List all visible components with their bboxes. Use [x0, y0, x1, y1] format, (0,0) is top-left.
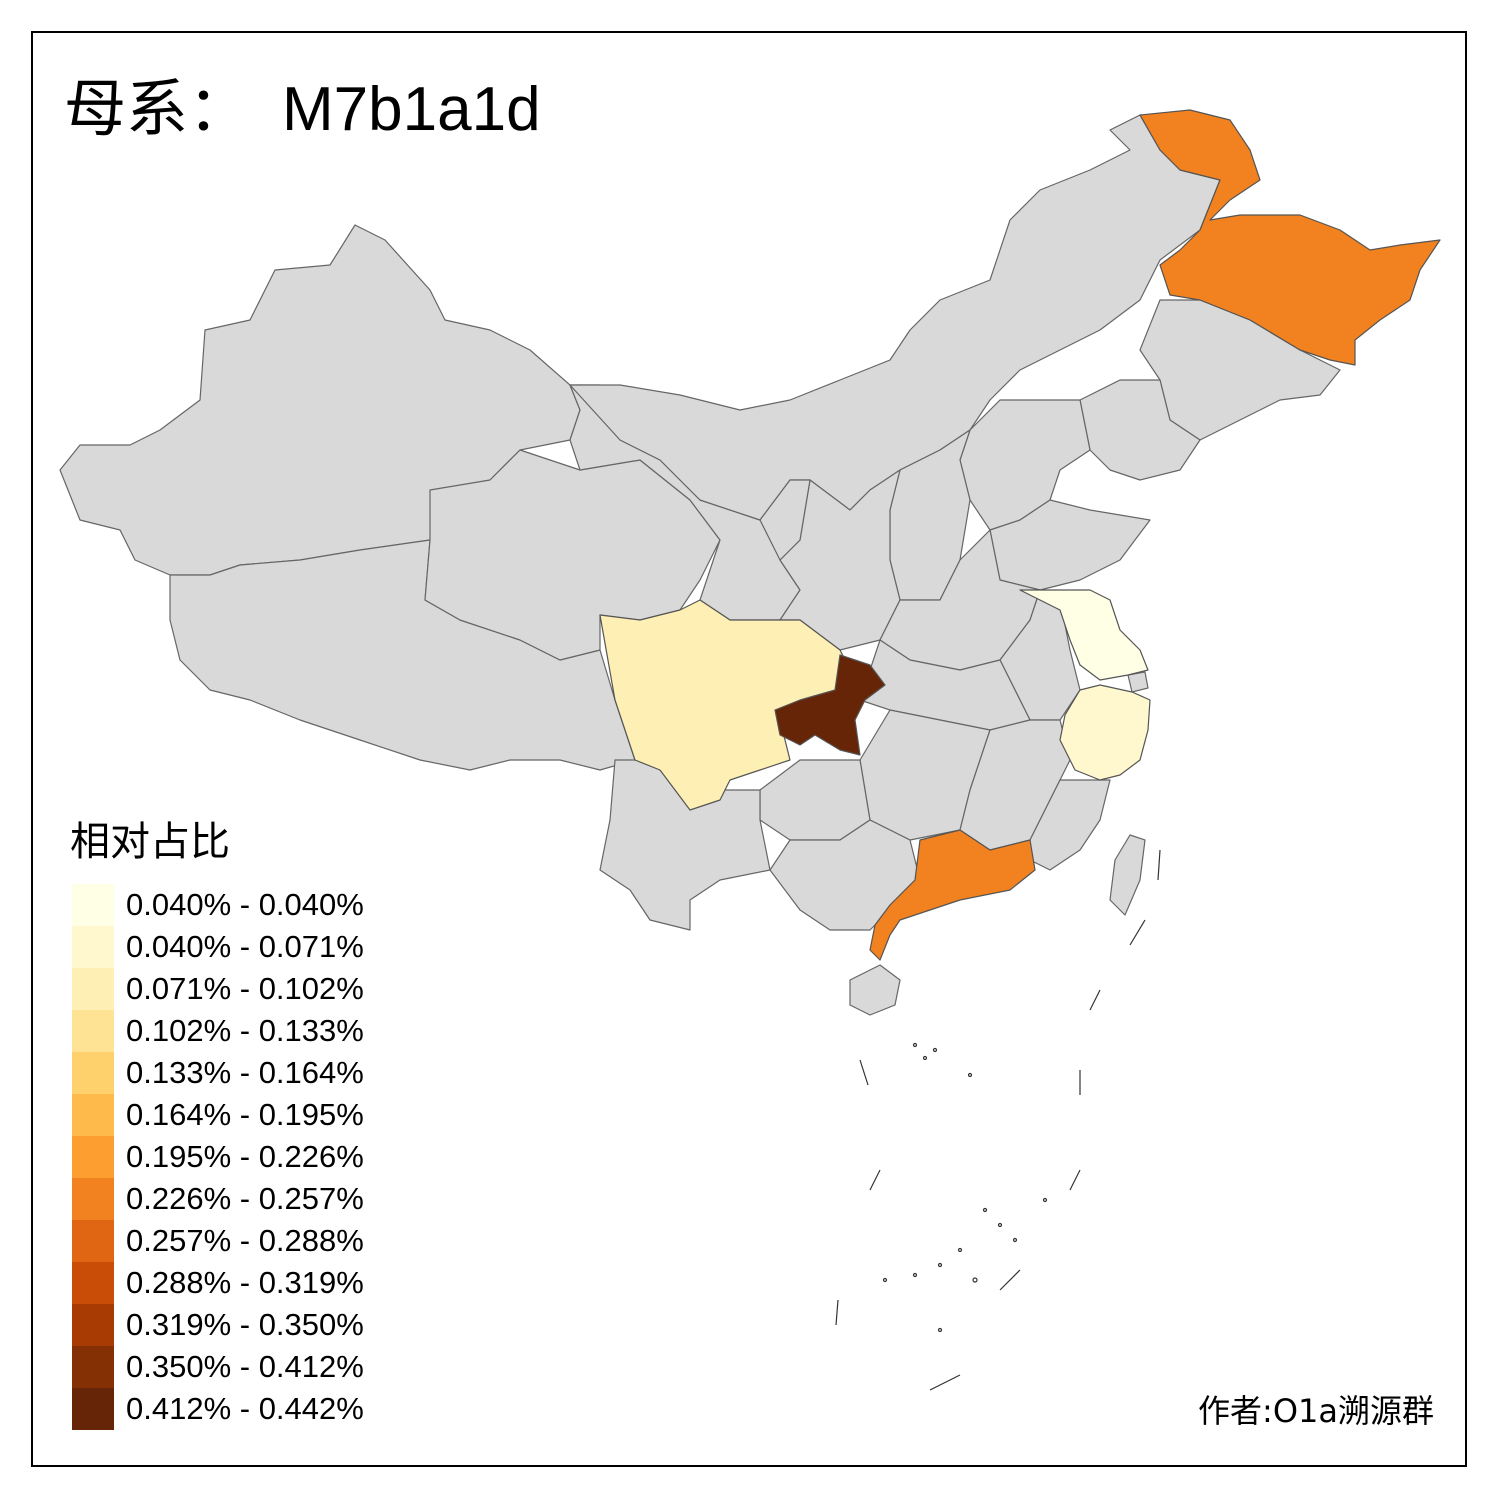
legend-swatch	[72, 1346, 114, 1388]
legend-swatch	[72, 1388, 114, 1430]
south-china-sea-islands	[835, 849, 1161, 1391]
legend-label: 0.164% - 0.195%	[126, 1097, 364, 1132]
legend-title: 相对占比	[70, 819, 230, 865]
region-chongqing	[774, 654, 886, 756]
region-guangdong	[869, 829, 1036, 961]
legend-swatch	[72, 1052, 114, 1094]
legend-swatch	[72, 926, 114, 968]
region-taiwan	[1109, 834, 1146, 916]
map-frame	[31, 31, 1467, 1467]
legend-label: 0.288% - 0.319%	[126, 1265, 364, 1300]
legend-label: 0.133% - 0.164%	[126, 1055, 364, 1090]
region-hainan	[849, 964, 901, 1016]
legend-swatch	[72, 1010, 114, 1052]
legend-swatch	[72, 1136, 114, 1178]
legend-label: 0.350% - 0.412%	[126, 1349, 364, 1384]
region-guizhou	[759, 759, 871, 841]
legend-label: 0.412% - 0.442%	[126, 1391, 364, 1426]
legend-label: 0.257% - 0.288%	[126, 1223, 364, 1258]
region-liaoning	[1079, 379, 1201, 481]
legend-label: 0.226% - 0.257%	[126, 1181, 364, 1216]
legend-label: 0.040% - 0.071%	[126, 929, 364, 964]
map-title: 母系： M7b1a1d	[64, 72, 541, 148]
legend-swatch	[72, 1178, 114, 1220]
legend-swatch	[72, 1304, 114, 1346]
author-credit: 作者:O1a溯源群	[1198, 1392, 1434, 1430]
legend-label: 0.195% - 0.226%	[126, 1139, 364, 1174]
legend-swatch	[72, 884, 114, 926]
region-jiangsu	[1019, 589, 1149, 681]
legend-swatch	[72, 968, 114, 1010]
region-ningxia	[759, 479, 811, 561]
region-zhejiang	[1059, 684, 1151, 781]
base-regions	[59, 114, 1341, 1016]
haplogroup-name: M7b1a1d	[282, 75, 541, 144]
legend-swatch	[72, 1262, 114, 1304]
region-fujian	[1029, 779, 1111, 871]
legend-label: 0.040% - 0.040%	[126, 887, 364, 922]
legend-swatch	[72, 1094, 114, 1136]
region-shanghai	[1127, 671, 1149, 693]
legend-label: 0.102% - 0.133%	[126, 1013, 364, 1048]
legend-label: 0.071% - 0.102%	[126, 971, 364, 1006]
legend-label: 0.319% - 0.350%	[126, 1307, 364, 1342]
legend-swatch	[72, 1220, 114, 1262]
title-prefix: 母系：	[64, 75, 251, 144]
highlighted-regions	[599, 109, 1441, 961]
region-heilongjiang	[1139, 109, 1441, 366]
